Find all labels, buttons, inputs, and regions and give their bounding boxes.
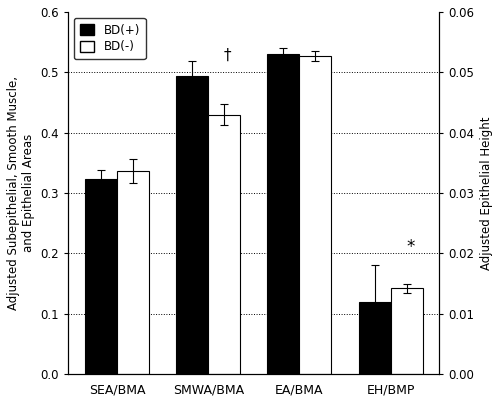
Y-axis label: Adjusted Subepithelial, Smooth Muscle,
and Epithelial Areas: Adjusted Subepithelial, Smooth Muscle, a…	[7, 76, 35, 310]
Bar	[268, 54, 300, 374]
Bar	[117, 170, 149, 374]
Text: *: *	[406, 238, 414, 256]
Bar	[85, 179, 117, 374]
Y-axis label: Adjusted Epithelial Height: Adjusted Epithelial Height	[480, 116, 493, 270]
Bar	[208, 114, 240, 374]
Bar	[176, 76, 208, 374]
Legend: BD(+), BD(-): BD(+), BD(-)	[74, 18, 146, 59]
Text: †: †	[224, 48, 231, 63]
Bar	[390, 288, 422, 374]
Bar	[358, 301, 390, 374]
Bar	[300, 56, 332, 374]
